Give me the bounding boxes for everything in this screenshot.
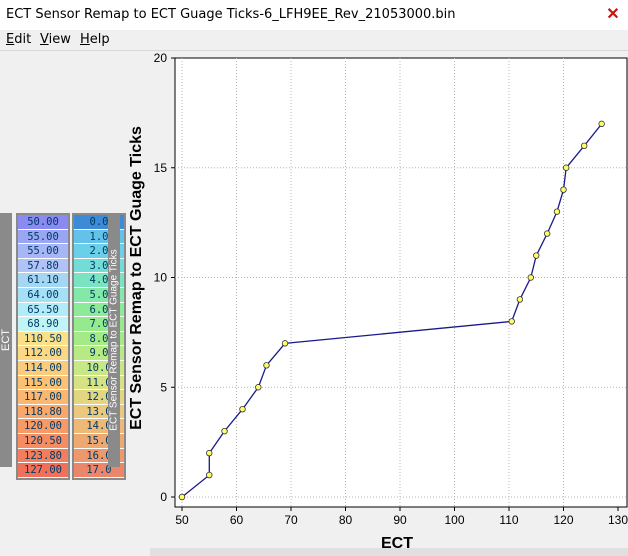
x_values-cell[interactable]: 68.90 xyxy=(18,317,68,332)
data-point xyxy=(508,318,515,325)
y-tick-label: 0 xyxy=(160,490,167,504)
x_values-cell[interactable]: 127.00 xyxy=(18,463,68,478)
data-point xyxy=(263,362,270,369)
data-point xyxy=(206,449,213,457)
x-tick-label: 130 xyxy=(608,513,628,527)
data-point xyxy=(533,252,540,259)
data-point xyxy=(553,208,561,215)
x_values-cell[interactable]: 120.00 xyxy=(18,419,68,434)
x-tick-label: 120 xyxy=(553,513,573,527)
x-axis-label: ECT xyxy=(381,535,413,552)
y-tick-label: 5 xyxy=(160,380,167,394)
y-axis-label: ECT Sensor Remap to ECT Guage Ticks xyxy=(128,126,145,430)
x_values-cell[interactable]: 123.80 xyxy=(18,448,68,464)
x_values-cell[interactable]: 115.00 xyxy=(18,375,68,391)
x_values-cell[interactable]: 55.00 xyxy=(18,244,68,259)
x_values-cell[interactable]: 50.00 xyxy=(18,215,68,230)
x-tick-label: 70 xyxy=(284,513,298,527)
y-tick-label: 10 xyxy=(154,271,168,285)
x_values-cell[interactable]: 55.00 xyxy=(18,229,68,245)
title-bar: ECT Sensor Remap to ECT Guage Ticks-6_LF… xyxy=(0,0,628,30)
x-tick-label: 90 xyxy=(393,513,407,527)
data-point xyxy=(239,406,246,413)
grid-lines xyxy=(175,58,627,507)
data-point xyxy=(598,120,605,128)
data-point xyxy=(255,384,262,391)
x-values-column: 50.00 55.00 55.00 57.80 61.10 64.00 65.50 68.90… xyxy=(16,213,70,480)
x_values-cell[interactable]: 114.00 xyxy=(18,360,68,376)
x-tick-label: 100 xyxy=(444,513,464,527)
x-tick-label: 110 xyxy=(499,513,518,527)
data-point xyxy=(178,493,186,501)
data-point xyxy=(527,274,534,281)
data-point xyxy=(560,186,567,193)
data-point xyxy=(206,471,213,479)
x-tick-label: 50 xyxy=(175,513,189,527)
x_values-cell[interactable]: 110.50 xyxy=(18,331,68,347)
x_values-cell[interactable]: 118.80 xyxy=(18,404,68,420)
data-points xyxy=(178,120,605,501)
column-header: ECT Sensor Remap to ECT Guage Ticks xyxy=(108,213,120,467)
x_values-cell[interactable]: 120.50 xyxy=(18,433,68,449)
data-point xyxy=(581,142,588,149)
window-title: ECT Sensor Remap to ECT Guage Ticks-6_LF… xyxy=(6,7,456,22)
x_values-cell[interactable]: 61.10 xyxy=(18,273,68,288)
data-point xyxy=(281,340,289,347)
plot-area xyxy=(174,57,628,508)
series-line xyxy=(181,123,603,498)
close-icon[interactable]: ✕ xyxy=(606,6,620,23)
data-point xyxy=(543,230,551,237)
x-tick-label: 80 xyxy=(339,513,353,527)
x_values-cell[interactable]: 117.00 xyxy=(18,390,68,405)
data-point xyxy=(563,164,570,171)
menu-view[interactable]: View xyxy=(40,32,71,47)
status-strip xyxy=(150,548,628,556)
data-point xyxy=(516,296,524,303)
menu-help[interactable]: Help xyxy=(80,32,110,47)
y-tick-label: 15 xyxy=(154,161,168,175)
menu-edit[interactable]: Edit xyxy=(6,32,32,47)
x_values-cell[interactable]: 64.00 xyxy=(18,287,68,303)
y-tick-label: 20 xyxy=(154,51,168,65)
axis-ticks: 50 60 70 80 90 100 110 120 130 0 5 10 15 20 xyxy=(154,51,628,527)
menu-bar: Edit View Help xyxy=(0,30,628,51)
x_values-cell[interactable]: 57.80 xyxy=(18,258,68,274)
x_values-cell[interactable]: 65.50 xyxy=(18,302,68,318)
x-tick-label: 60 xyxy=(230,513,244,527)
x_values-cell[interactable]: 112.00 xyxy=(18,346,68,361)
row-header: ECT xyxy=(0,213,12,467)
data-point xyxy=(221,427,228,435)
